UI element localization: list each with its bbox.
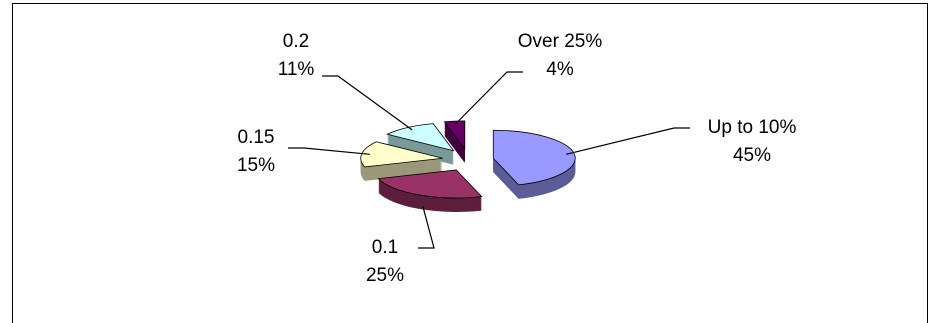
- leader-line: [322, 75, 413, 131]
- slice-label: 0.15: [238, 127, 275, 148]
- slice-value-label: 45%: [733, 145, 771, 166]
- slice-label: 0.2: [283, 31, 309, 52]
- leader-line: [455, 71, 523, 125]
- slice-value-label: 15%: [237, 155, 275, 176]
- leader-line: [566, 127, 690, 155]
- slice-value-label: 25%: [366, 265, 404, 286]
- slice: [377, 169, 483, 199]
- slice-label: 0.1: [372, 237, 398, 258]
- slice-label: Up to 10%: [708, 117, 797, 138]
- slice: [386, 123, 455, 152]
- slice: [492, 129, 576, 186]
- slice: [443, 120, 466, 151]
- slice-value-label: 4%: [546, 59, 574, 80]
- leader-line: [418, 206, 435, 249]
- slice-value-label: 11%: [278, 59, 315, 80]
- leader-line: [288, 147, 370, 155]
- slice-label: Over 25%: [518, 31, 603, 52]
- chart-frame: [12, 3, 928, 323]
